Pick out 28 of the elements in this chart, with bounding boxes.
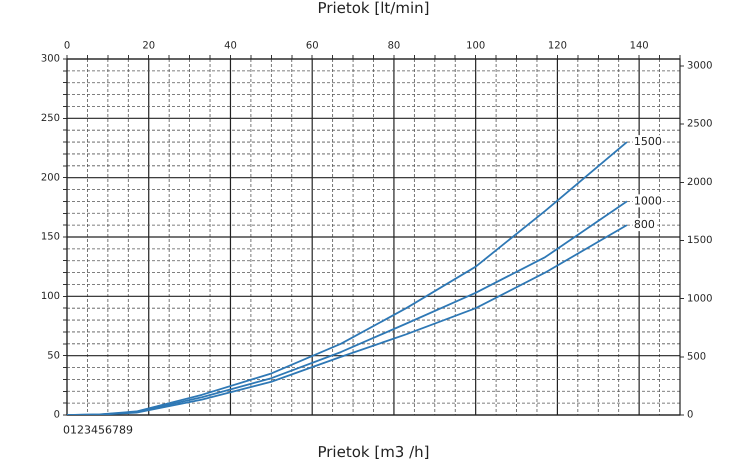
series-label: 800 — [634, 218, 655, 231]
y2-tick-label: 2000 — [687, 176, 712, 188]
y-tick-label: 50 — [47, 350, 60, 362]
text: 0123456789 — [63, 423, 133, 436]
x-tick-label: 140 — [630, 40, 649, 52]
x-tick-label: 100 — [466, 40, 486, 52]
y2-tick-label: 1000 — [687, 293, 712, 304]
y2-tick-label: 0 — [687, 410, 694, 421]
y-tick-label: 150 — [40, 232, 60, 243]
x2-axis-title: Prietok [m3 /h] — [317, 442, 430, 461]
series-label: 1500 — [634, 134, 662, 148]
x-tick-label: 0 — [64, 40, 70, 52]
x-tick-label: 20 — [142, 40, 156, 52]
y2-tick-label: 2500 — [687, 118, 712, 130]
y-tick-label: 0 — [54, 410, 60, 421]
x-tick-label: 60 — [306, 40, 319, 52]
y2-tick-label: 1500 — [687, 235, 712, 246]
y-tick-label: 250 — [40, 112, 60, 124]
y2-tick-label: 3000 — [687, 60, 712, 72]
x-axis-title: Prietok [lt/min] — [318, 0, 430, 17]
y-tick-label: 200 — [40, 172, 60, 184]
y2-tick-label: 500 — [687, 351, 706, 362]
x-tick-label: 80 — [388, 40, 400, 52]
x-tick-label: 40 — [224, 40, 237, 52]
y-tick-label: 100 — [40, 290, 60, 302]
x-tick-label: 120 — [548, 40, 567, 52]
y-tick-label: 300 — [40, 54, 60, 65]
series-label: 1000 — [634, 194, 662, 208]
